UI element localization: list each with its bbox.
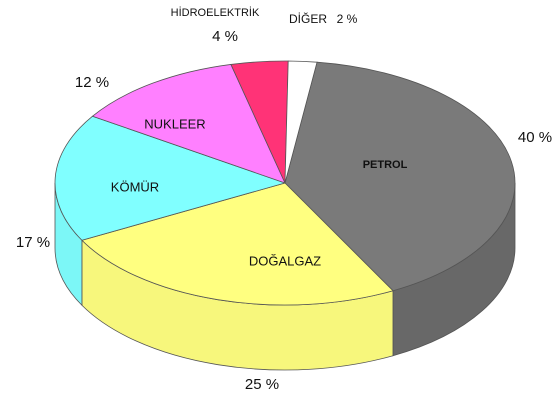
slice (284, 61, 516, 292)
category-label: NUKLEER (144, 116, 205, 131)
slice (91, 63, 286, 184)
value-label: 25 % (245, 376, 279, 393)
value-label: 2 % (337, 12, 358, 26)
category-label: DOĞALGAZ (249, 253, 321, 268)
category-label: KÖMÜR (111, 179, 159, 194)
slice (54, 115, 287, 241)
value-label: 12 % (75, 74, 109, 91)
slice (81, 182, 394, 306)
value-label: 17 % (16, 234, 50, 251)
category-label: PETROL (363, 159, 408, 171)
value-label: 4 % (212, 28, 238, 45)
category-label: DİĞER (289, 11, 327, 26)
category-label: HİDROELEKTRİK (171, 6, 260, 19)
slice (284, 60, 318, 184)
value-label: 40 % (518, 129, 552, 146)
